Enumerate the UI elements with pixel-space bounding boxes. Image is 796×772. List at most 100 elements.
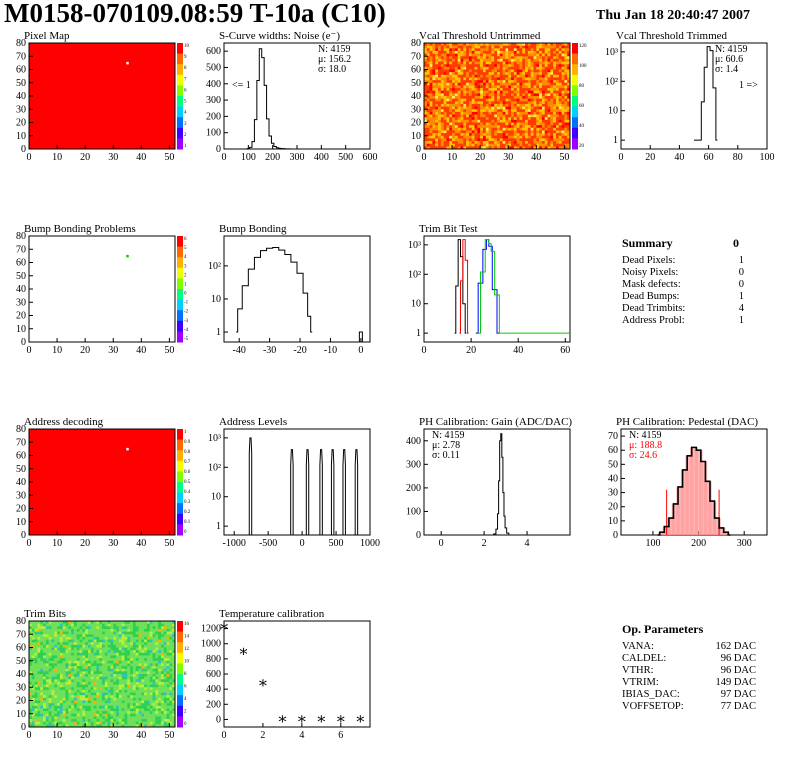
trim_bits-cell bbox=[68, 721, 72, 725]
vcal_untrimmed-cell bbox=[522, 50, 526, 54]
trim_bits-cell bbox=[34, 705, 38, 709]
trim_bits-cell bbox=[45, 708, 49, 712]
vcal_untrimmed-cell bbox=[508, 127, 512, 131]
vcal_untrimmed-cell bbox=[547, 80, 551, 84]
trim_bits-cell bbox=[34, 639, 38, 643]
trim_bits-cell bbox=[138, 692, 142, 696]
vcal_untrimmed-cell bbox=[505, 88, 509, 91]
vcal_untrimmed-cell bbox=[513, 133, 517, 137]
trim_bits-cell bbox=[51, 644, 55, 648]
vcal_untrimmed-cell bbox=[505, 90, 509, 94]
trim_bits-cell bbox=[90, 671, 94, 675]
vcal_untrimmed-cell bbox=[482, 85, 487, 89]
trim_bits-cell bbox=[45, 687, 49, 691]
vcal_untrimmed-cell bbox=[449, 48, 453, 52]
ph_pedestal-fill-bin bbox=[676, 486, 685, 535]
vcal_untrimmed-cell bbox=[488, 101, 492, 105]
trim_bits-cell bbox=[48, 631, 52, 635]
vcal_untrimmed-cell bbox=[466, 50, 470, 54]
vcal_untrimmed-cell bbox=[541, 43, 546, 46]
vcal_untrimmed-cell bbox=[522, 64, 526, 68]
vcal_untrimmed-cell bbox=[539, 82, 543, 86]
trim_bits-cell bbox=[127, 684, 131, 688]
ph_gain-y-tick-label: 0 bbox=[416, 530, 421, 541]
trim_bits-cell bbox=[110, 671, 114, 675]
trim_bits-cell bbox=[45, 711, 49, 715]
summary-row-label: Dead Trimbits: bbox=[622, 303, 685, 314]
vcal_untrimmed-cell bbox=[438, 141, 442, 144]
vcal_untrimmed-cell bbox=[457, 45, 461, 49]
trim_bits-cell bbox=[93, 666, 97, 669]
trim_bits-cell bbox=[82, 650, 86, 654]
vcal_untrimmed-cell bbox=[466, 66, 470, 70]
trim_bits-cell bbox=[68, 705, 72, 709]
trim_bits-cell bbox=[45, 666, 49, 669]
vcal_untrimmed-cell bbox=[530, 61, 534, 65]
trim_bits-cell bbox=[149, 689, 153, 693]
trim_bits-cell bbox=[132, 711, 136, 715]
vcal_untrimmed-cell bbox=[460, 77, 464, 81]
trim_bits-palette-label: 0 bbox=[184, 722, 187, 727]
trim_bits-cell bbox=[99, 679, 103, 683]
trim_bits-cell bbox=[79, 655, 83, 659]
vcal_untrimmed-cell bbox=[519, 82, 523, 86]
vcal_untrimmed-cell bbox=[454, 119, 458, 123]
trim_bits-cell bbox=[110, 644, 114, 648]
trim_bits-cell bbox=[29, 689, 33, 693]
trim_bits-cell bbox=[172, 689, 176, 693]
vcal_untrimmed-cell bbox=[435, 117, 439, 121]
vcal_untrimmed-cell bbox=[488, 93, 492, 97]
vcal_untrimmed-cell bbox=[536, 109, 540, 113]
trim_bits-cell bbox=[37, 621, 41, 624]
trim_bits-cell bbox=[132, 660, 136, 664]
vcal_untrimmed-cell bbox=[443, 64, 447, 68]
vcal_untrimmed-cell bbox=[477, 117, 481, 121]
trim_bits-cell bbox=[118, 647, 122, 651]
summary-row-value: 4 bbox=[739, 303, 745, 314]
trim_bits-cell bbox=[76, 687, 80, 691]
trim_bits-cell bbox=[87, 647, 92, 651]
trim_bits-cell bbox=[102, 636, 106, 640]
vcal_untrimmed-cell bbox=[497, 88, 501, 91]
trim_bits-cell bbox=[45, 639, 49, 643]
trim_bits-cell bbox=[90, 719, 94, 722]
vcal_untrimmed-cell bbox=[544, 58, 548, 62]
trim_bits-cell bbox=[141, 674, 145, 677]
pixel_map-y-tick-label: 0 bbox=[21, 144, 26, 155]
vcal_untrimmed-cell bbox=[511, 74, 515, 78]
trim_bits-cell bbox=[48, 689, 52, 693]
trim_bits-cell bbox=[82, 705, 86, 709]
vcal_untrimmed-cell bbox=[466, 48, 470, 52]
vcal_untrimmed-cell bbox=[567, 50, 571, 54]
trim_bits-cell bbox=[121, 666, 125, 669]
vcal_untrimmed-x-tick-label: 10 bbox=[447, 152, 457, 163]
vcal_untrimmed-cell bbox=[533, 85, 537, 89]
trim_bits-cell bbox=[135, 631, 139, 635]
trim_bits-cell bbox=[107, 679, 111, 683]
vcal_untrimmed-cell bbox=[443, 101, 447, 105]
trim_bits-cell bbox=[43, 634, 47, 638]
trim_bits-cell bbox=[130, 668, 134, 672]
trim_bits-cell bbox=[51, 663, 55, 667]
trim_bits-cell bbox=[107, 666, 111, 669]
trim_bits-palette-cell bbox=[177, 684, 183, 696]
trim_bits-cell bbox=[29, 663, 33, 667]
trim_bits-cell bbox=[73, 689, 78, 693]
pixel_map-palette-cell bbox=[177, 138, 183, 150]
temperature_calibration-x-tick-label: 6 bbox=[338, 730, 343, 741]
trim_bits-cell bbox=[43, 692, 47, 696]
trim_bits-cell bbox=[79, 676, 83, 680]
vcal_untrimmed-cell bbox=[550, 109, 554, 113]
trim_bits-cell bbox=[172, 703, 176, 707]
trim_bits-cell bbox=[51, 666, 55, 669]
vcal_untrimmed-cell bbox=[533, 98, 537, 102]
vcal_untrimmed-cell bbox=[440, 85, 444, 89]
trim_bits-cell bbox=[85, 676, 89, 680]
trim_bits-cell bbox=[113, 660, 117, 664]
trim_bits-cell bbox=[135, 668, 139, 672]
vcal_untrimmed-cell bbox=[488, 114, 492, 118]
vcal_untrimmed-cell bbox=[426, 106, 430, 110]
trim_bits-cell bbox=[96, 623, 100, 627]
vcal_untrimmed-cell bbox=[435, 127, 439, 131]
trim_bits-cell bbox=[121, 703, 125, 707]
